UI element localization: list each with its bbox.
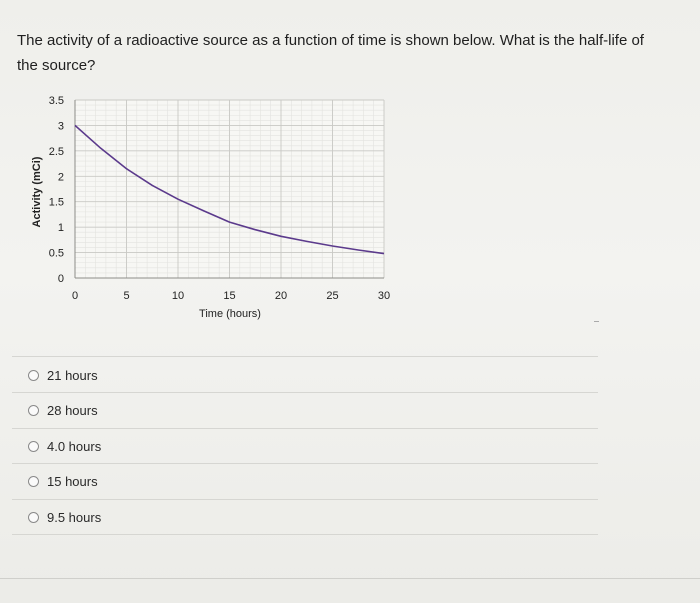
y-axis-label: Activity (mCi) — [31, 156, 43, 227]
x-tick-label: 5 — [123, 290, 129, 302]
divider — [12, 534, 598, 535]
answer-option-1[interactable]: 21 hours — [28, 365, 98, 385]
answer-option-5[interactable]: 9.5 hours — [28, 507, 101, 527]
y-tick-label: 3.5 — [49, 95, 64, 107]
answer-option-label: 21 hours — [47, 367, 98, 383]
y-tick-label: 2.5 — [49, 146, 64, 158]
y-tick-label: 0.5 — [49, 248, 64, 260]
y-tick-label: 1.5 — [49, 197, 64, 209]
y-tick-label: 1 — [58, 222, 64, 234]
divider-tick — [594, 321, 599, 322]
x-tick-label: 0 — [72, 290, 78, 302]
x-tick-label: 30 — [378, 290, 390, 302]
series-line — [74, 124, 385, 255]
radio-button[interactable] — [28, 404, 39, 416]
x-tick-label: 15 — [223, 290, 235, 302]
answer-option-3[interactable]: 4.0 hours — [28, 436, 101, 456]
answer-option-2[interactable]: 28 hours — [28, 400, 98, 420]
chart-svg: 0 5 10 15 20 25 30 0 0.5 1 1.5 2 2.5 3 3.5 Time (hours… — [31, 95, 390, 320]
y-tick-label: 2 — [58, 171, 64, 183]
radio-button[interactable] — [28, 369, 39, 381]
y-tick-label: 3 — [58, 120, 64, 132]
activity-chart: 0 5 10 15 20 25 30 0 0.5 1 1.5 2 2.5 3 3.5 Time (hours… — [0, 80, 420, 340]
chart-grid — [74, 99, 385, 279]
divider — [12, 499, 598, 500]
x-axis-label: Time (hours) — [199, 308, 261, 320]
answer-option-label: 15 hours — [47, 473, 98, 489]
x-tick-label: 10 — [172, 290, 184, 302]
answer-option-4[interactable]: 15 hours — [28, 471, 98, 491]
chart-tick-labels: 0 5 10 15 20 25 30 0 0.5 1 1.5 2 2.5 3 3.5 — [49, 95, 390, 302]
question-text: The activity of a radioactive source as … — [17, 32, 644, 74]
radio-button[interactable] — [28, 511, 39, 523]
chart-axes — [74, 100, 384, 279]
divider — [12, 392, 598, 393]
answer-option-label: 28 hours — [47, 402, 98, 418]
answer-option-label: 9.5 hours — [47, 509, 102, 525]
divider — [12, 356, 598, 357]
x-tick-label: 20 — [275, 290, 287, 302]
divider — [12, 463, 598, 464]
x-tick-label: 25 — [326, 290, 338, 302]
radio-button[interactable] — [28, 440, 39, 452]
y-tick-label: 0 — [58, 273, 64, 285]
answer-option-label: 4.0 hours — [47, 438, 102, 454]
bottom-border — [0, 578, 700, 579]
radio-button[interactable] — [28, 475, 39, 487]
divider — [12, 428, 598, 429]
